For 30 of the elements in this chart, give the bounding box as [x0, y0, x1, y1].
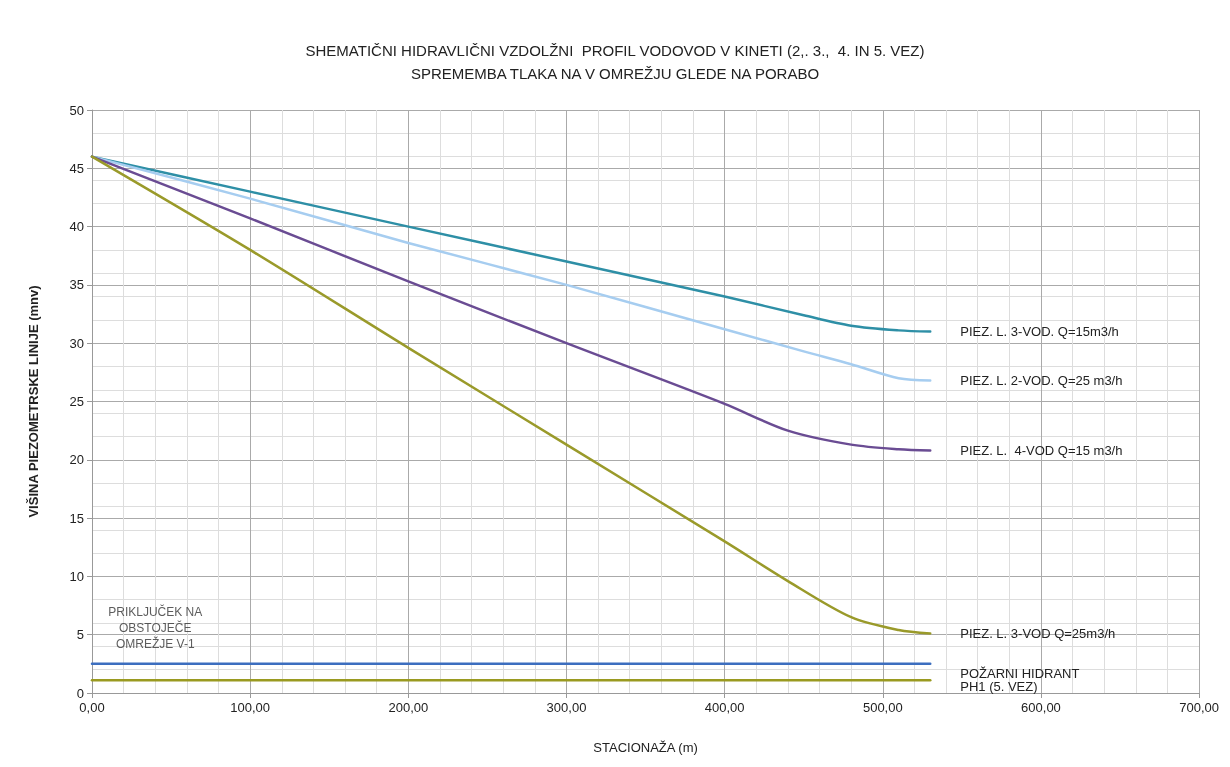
x-tick-label: 200,00 [388, 700, 429, 715]
y-tick-label: 50 [69, 102, 84, 118]
y-tick-label: 35 [69, 277, 84, 293]
x-tick-label: 0,00 [79, 700, 105, 715]
y-tick-label: 25 [69, 394, 84, 409]
line-series [90, 155, 932, 635]
text: PIEZ. L. 2-VOD. Q=25 m3/h [960, 373, 1123, 389]
text: PIEZ. L. 4-VOD Q=15 m3/h [960, 442, 1123, 458]
x-axis-title: STACIONAŽA (m) [593, 740, 698, 755]
y-tick-label: 0 [76, 685, 84, 701]
y-axis-title: VIŠINA PIEZOMETRSKE LINIJE (mnv) [26, 285, 41, 518]
chart-subtitle: SPREMEMBA TLAKA NA V OMREŽJU GLEDE NA PORABO [410, 65, 820, 82]
y-tick-label: 45 [69, 160, 84, 176]
chart-title: SHEMATIČNI HIDRAVLIČNI VZDOLŽNI PROFIL VODOVOD V KINETI (2,. 3., 4. IN 5. VEZ) [305, 42, 925, 59]
text: PIEZ. L. 3-VOD. Q=15m3/h [960, 324, 1119, 340]
x-tick-label: 600,00 [1021, 700, 1061, 715]
y-tick-label: 30 [69, 335, 84, 351]
x-tick-label: 400,00 [704, 700, 745, 715]
text: PIEZ. L. 3-VOD Q=25m3/h [960, 626, 1116, 642]
x-tick-label: 100,00 [230, 700, 271, 715]
x-tick-label: 500,00 [862, 700, 903, 715]
y-tick-label: 10 [69, 568, 84, 584]
annotation: PRIKLJUČEK NA OBSTOJEČE OMREŽJE V-1 [108, 603, 203, 651]
y-tick-label: 5 [76, 627, 84, 643]
y-tick-label: 15 [69, 510, 84, 526]
y-tick-label: 40 [69, 219, 84, 235]
x-tick-label: 700,00 [1179, 700, 1219, 715]
y-tick-label: 20 [69, 452, 84, 468]
text: POŽARNI HIDRANT PH1 (5. VEZ) [960, 666, 1080, 695]
x-tick-label: 300,00 [546, 700, 587, 715]
